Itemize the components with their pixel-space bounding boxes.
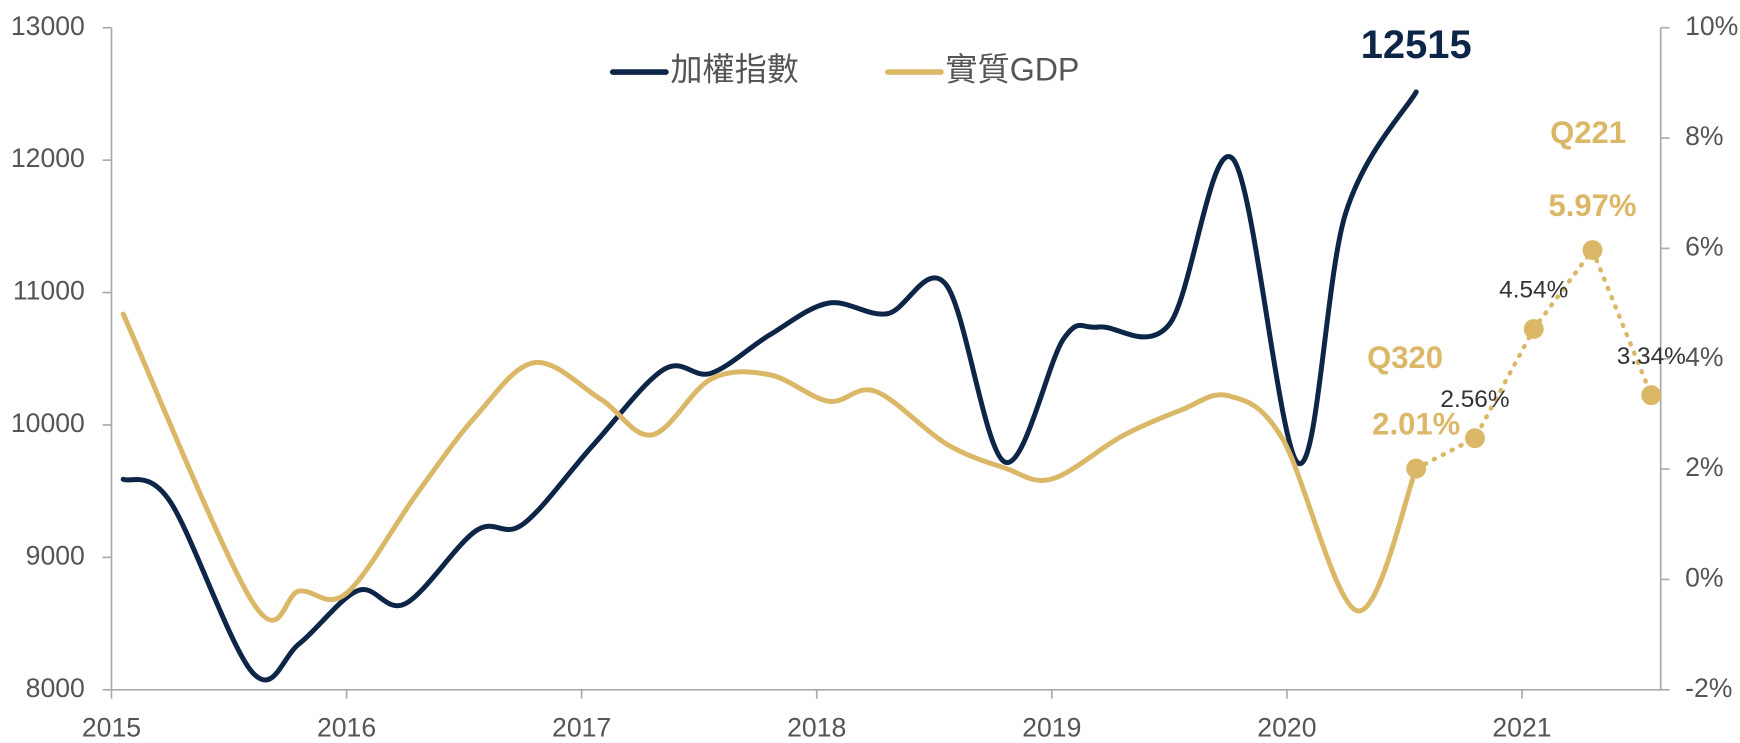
x-tick-label: 2021 [1492, 713, 1551, 743]
y-tick-label: 13000 [11, 11, 85, 41]
y-tick-label: 8000 [26, 673, 85, 703]
point [1582, 240, 1603, 261]
data-label: 4.54% [1499, 277, 1568, 304]
y2-tick-label: 8% [1685, 121, 1723, 151]
y2-tick-label: 2% [1685, 452, 1723, 482]
point [1641, 385, 1662, 406]
x-tick-label: 2019 [1022, 713, 1081, 743]
point [1464, 428, 1485, 449]
annotation: Q320 [1367, 340, 1443, 375]
y2-tick-label: -2% [1685, 673, 1732, 703]
data-label: 5.97% [1548, 188, 1636, 223]
series-line [120, 89, 1419, 683]
y2-tick-label: 0% [1685, 562, 1723, 592]
data-label: 2.56% [1440, 386, 1509, 413]
legend-label: 實質GDP [945, 52, 1079, 88]
x-tick-label: 2017 [552, 713, 611, 743]
annotation: Q221 [1550, 115, 1626, 150]
series-line [120, 311, 1419, 623]
legend-label: 加權指數 [670, 52, 799, 88]
y-tick-label: 11000 [13, 276, 85, 306]
data-label: 2.01% [1372, 407, 1460, 442]
y-tick-label: 9000 [26, 540, 85, 570]
data-label: 3.34% [1617, 343, 1686, 370]
y-tick-label: 12000 [11, 143, 85, 173]
point [1523, 318, 1544, 339]
y-tick-label: 10000 [11, 408, 85, 438]
x-tick-label: 2015 [82, 713, 141, 743]
end-label: 12515 [1361, 23, 1472, 67]
x-tick-label: 2016 [317, 713, 376, 743]
point [1406, 458, 1427, 479]
y2-tick-label: 10% [1685, 11, 1738, 41]
x-tick-label: 2020 [1257, 713, 1316, 743]
x-tick-label: 2018 [787, 713, 846, 743]
y2-tick-label: 6% [1685, 231, 1723, 261]
y2-tick-label: 4% [1685, 342, 1723, 372]
